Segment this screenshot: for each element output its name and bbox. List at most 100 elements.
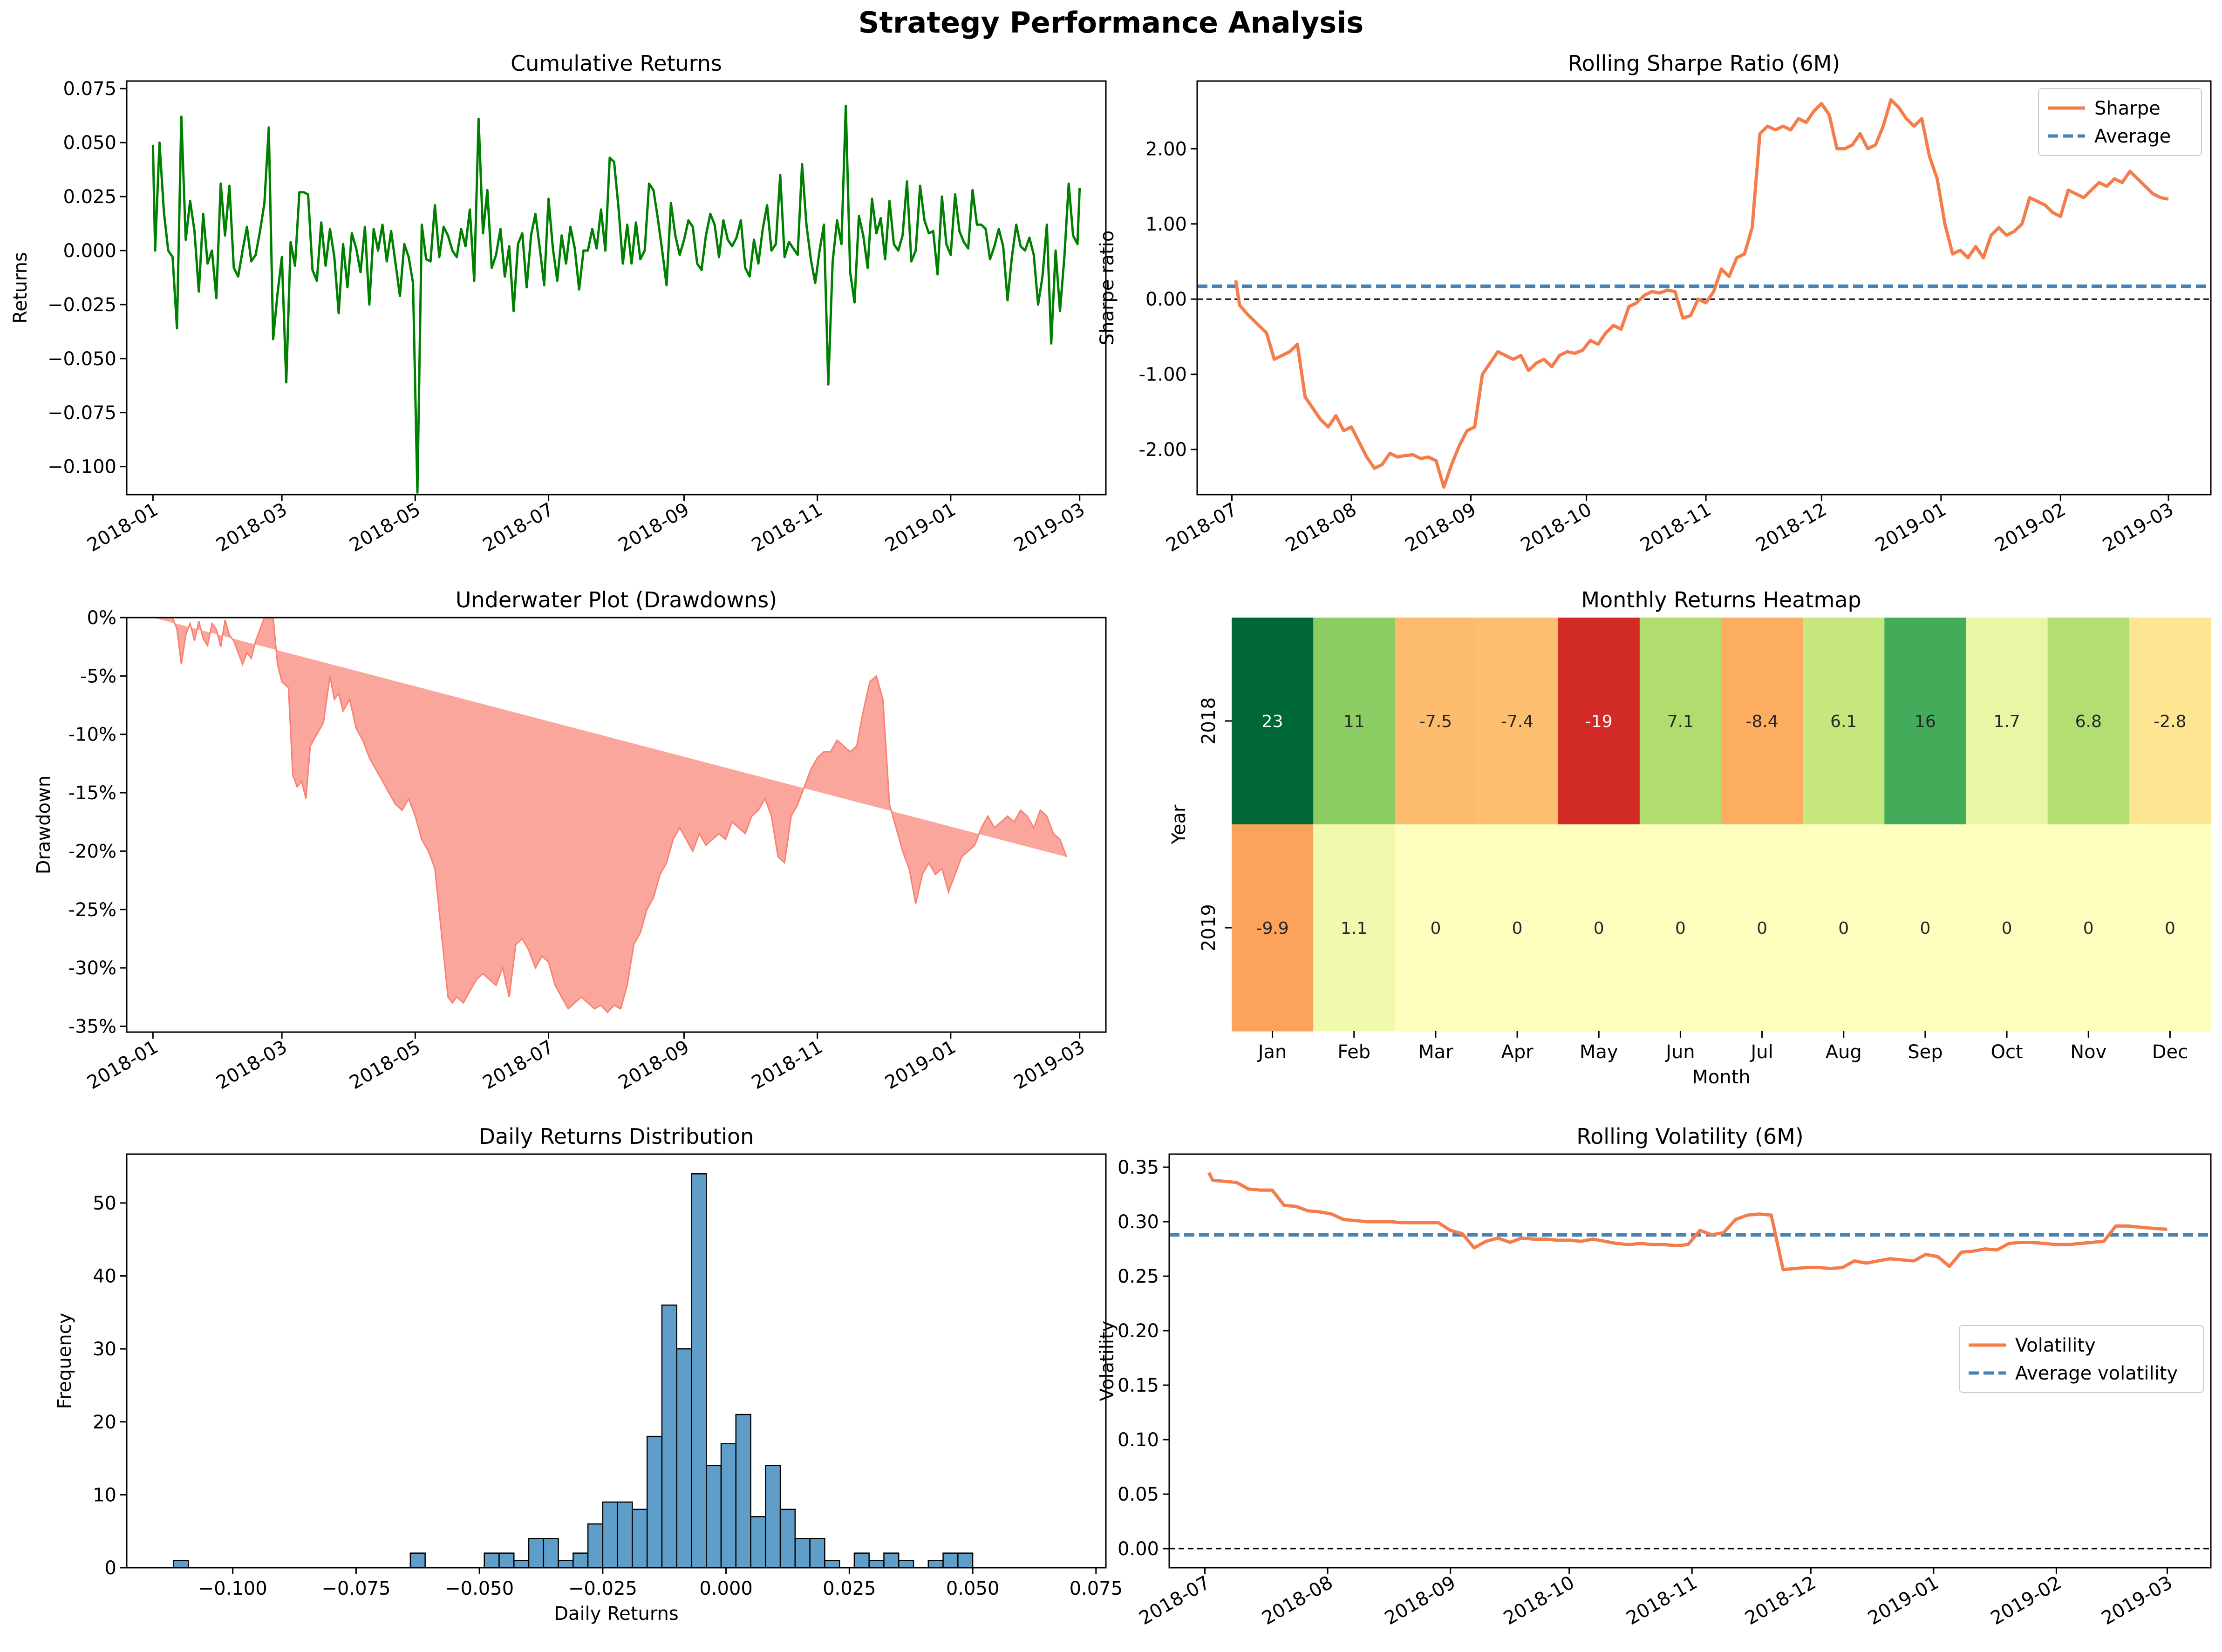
underwater-xtick-label: 2019-01 — [881, 1036, 960, 1094]
heatmap-cell-label: 0 — [2002, 919, 2012, 938]
underwater-xtick-label: 2018-03 — [212, 1036, 291, 1094]
histogram-bar — [794, 1538, 811, 1569]
heatmap-cell — [1966, 824, 2048, 1032]
heatmap-xlabel: Month — [1692, 1067, 1750, 1088]
heatmap-cell-label: 6.8 — [2075, 712, 2102, 731]
sharpe-ytick-label: -2.00 — [1139, 439, 1187, 461]
heatmap-cell-label: 0 — [1675, 919, 1686, 938]
heatmap-cell-label: 16 — [1915, 712, 1936, 731]
histogram-bar — [898, 1560, 914, 1569]
heatmap-cell — [1313, 824, 1395, 1032]
volatility-xtick-label: 2018-09 — [1381, 1572, 1459, 1629]
histogram-bar — [927, 1560, 944, 1569]
sharpe-title: Rolling Sharpe Ratio (6M) — [1568, 51, 1840, 76]
histogram-bar — [617, 1501, 633, 1569]
cumulative-ytick-label: −0.050 — [48, 348, 116, 370]
underwater-xtick-label: 2018-07 — [479, 1036, 558, 1094]
distribution-ylabel: Frequency — [54, 1313, 75, 1409]
heatmap-cell-label: -7.4 — [1501, 712, 1534, 731]
heatmap-cell — [1803, 824, 1885, 1032]
volatility-legend-entry: Average volatility — [2015, 1363, 2178, 1384]
volatility-ylabel: Volatility — [1097, 1321, 1118, 1401]
underwater-ylabel: Drawdown — [33, 775, 55, 874]
heatmap-cell-label: 0 — [1920, 919, 1930, 938]
distribution-title: Daily Returns Distribution — [479, 1124, 754, 1149]
volatility-legend-box — [1959, 1325, 2204, 1393]
cumulative-title: Cumulative Returns — [511, 51, 722, 76]
cumulative-xtick-label: 2018-11 — [748, 499, 826, 556]
heatmap-cell — [1639, 824, 1722, 1032]
heatmap-cell — [1232, 824, 1314, 1032]
histogram-bar — [883, 1552, 900, 1569]
heatmap-cell — [1803, 618, 1885, 825]
distribution-xlabel: Daily Returns — [554, 1603, 679, 1625]
heatmap-title: Monthly Returns Heatmap — [1581, 587, 1861, 612]
underwater-ytick-label: 0% — [87, 607, 116, 629]
heatmap-cell — [1721, 618, 1803, 825]
heatmap-column-label: Jan — [1257, 1041, 1287, 1063]
sharpe-xtick-label: 2018-10 — [1517, 499, 1595, 556]
sharpe-legend-entry: Average — [2094, 126, 2171, 147]
heatmap-cell-label: 0 — [1838, 919, 1849, 938]
underwater-xtick-label: 2018-05 — [346, 1036, 424, 1094]
underwater-ytick-label: -20% — [68, 841, 116, 862]
histogram-bar — [853, 1552, 870, 1569]
heatmap-cell-label: 7.1 — [1667, 712, 1694, 731]
underwater-xtick-label: 2018-09 — [615, 1036, 693, 1094]
histogram-bar — [573, 1552, 589, 1569]
sharpe-xtick-label: 2019-01 — [1872, 499, 1950, 556]
sharpe-legend-entry: Sharpe — [2094, 98, 2161, 119]
volatility-xtick-label: 2018-10 — [1500, 1572, 1578, 1629]
heatmap-cell — [1884, 618, 1966, 825]
volatility-line — [1207, 1172, 2167, 1271]
histogram-bar — [543, 1538, 559, 1569]
cumulative-xtick-label: 2019-01 — [881, 499, 960, 556]
distribution-xtick-label: −0.025 — [568, 1578, 637, 1599]
volatility-xtick-label: 2019-02 — [1987, 1572, 2065, 1629]
distribution-ytick-label: 30 — [93, 1339, 116, 1360]
distribution-xtick-label: −0.075 — [321, 1578, 390, 1599]
cumulative-xtick-label: 2018-09 — [615, 499, 693, 556]
histogram-bar — [942, 1552, 959, 1569]
cumulative-frame — [126, 80, 1107, 496]
heatmap-cell — [1395, 824, 1477, 1032]
underwater-ytick-label: -15% — [68, 782, 116, 804]
sharpe-ytick-label: -1.00 — [1139, 364, 1187, 386]
cumulative-ytick-label: −0.100 — [48, 456, 116, 478]
heatmap-column-label: Nov — [2070, 1041, 2106, 1063]
histogram-bar — [779, 1509, 796, 1569]
volatility-xtick-label: 2018-12 — [1742, 1572, 1820, 1629]
volatility-xtick-label: 2018-07 — [1136, 1572, 1214, 1629]
cumulative-ytick-label: 0.050 — [63, 132, 116, 154]
volatility-title: Rolling Volatility (6M) — [1576, 1124, 1803, 1149]
histogram-bar — [632, 1509, 648, 1569]
volatility-xtick-label: 2019-03 — [2098, 1572, 2176, 1629]
heatmap-cell-label: -8.4 — [1745, 712, 1778, 731]
distribution-ytick-label: 50 — [93, 1193, 116, 1214]
cumulative-ytick-label: 0.000 — [63, 240, 116, 262]
sharpe-ytick-label: 1.00 — [1145, 214, 1187, 235]
heatmap-column-label: Jul — [1749, 1041, 1773, 1063]
volatility-frame — [1168, 1153, 2212, 1569]
sharpe-ylabel: Sharpe ratio — [1097, 231, 1118, 346]
distribution-xtick-label: 0.050 — [946, 1578, 1000, 1599]
distribution-xtick-label: 0.025 — [823, 1578, 876, 1599]
sharpe-legend-box — [2038, 88, 2202, 156]
heatmap-cell-label: 0 — [1757, 919, 1767, 938]
underwater-ytick-label: -5% — [80, 666, 116, 687]
heatmap-cell-label: 6.1 — [1830, 712, 1857, 731]
histogram-bar — [602, 1501, 618, 1569]
histogram-bar — [676, 1348, 692, 1569]
sharpe-ytick-label: 2.00 — [1145, 138, 1187, 160]
heatmap-column-label: Mar — [1418, 1041, 1453, 1063]
heatmap-cell-label: 1.7 — [1993, 712, 2020, 731]
heatmap-cell — [1639, 618, 1722, 825]
underwater-frame — [126, 617, 1107, 1033]
underwater-xtick-label: 2018-01 — [84, 1036, 162, 1094]
distribution-ytick-label: 0 — [105, 1557, 116, 1579]
histogram-bar — [661, 1304, 677, 1569]
histogram-bar — [484, 1552, 500, 1569]
heatmap-cell — [1395, 618, 1477, 825]
heatmap-cell — [2129, 618, 2211, 825]
histogram-bar — [409, 1552, 426, 1569]
